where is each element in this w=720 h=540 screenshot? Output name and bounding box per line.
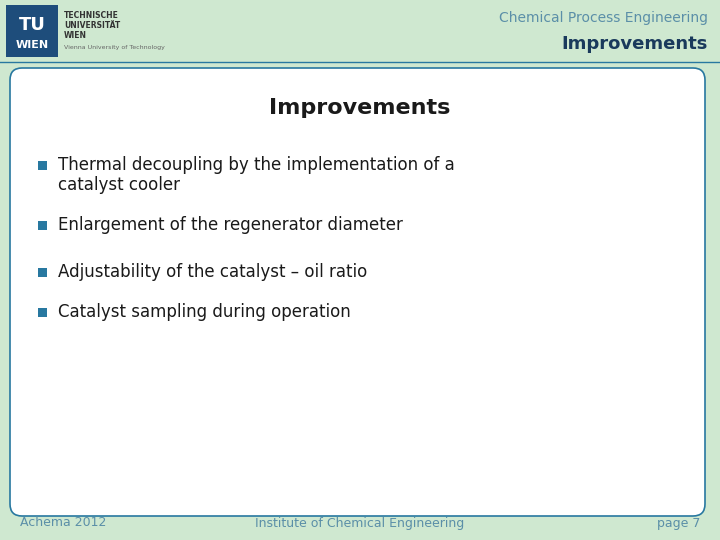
Text: Improvements: Improvements	[269, 98, 451, 118]
Text: WIEN: WIEN	[64, 31, 87, 40]
Text: TECHNISCHE: TECHNISCHE	[64, 11, 119, 21]
Bar	[38, 268, 47, 277]
Text: Vienna University of Technology: Vienna University of Technology	[64, 44, 165, 50]
Text: WIEN: WIEN	[15, 40, 48, 50]
Text: Adjustability of the catalyst – oil ratio: Adjustability of the catalyst – oil rati…	[58, 263, 367, 281]
Bar	[0, 506, 720, 540]
Text: Thermal decoupling by the implementation of a: Thermal decoupling by the implementation…	[58, 156, 455, 174]
Text: page 7: page 7	[657, 516, 700, 530]
Text: TU: TU	[19, 16, 45, 34]
Text: Achema 2012: Achema 2012	[20, 516, 107, 530]
Text: Enlargement of the regenerator diameter: Enlargement of the regenerator diameter	[58, 216, 403, 234]
Bar	[38, 161, 47, 170]
Bar	[38, 308, 47, 317]
Bar	[38, 221, 47, 230]
Text: UNIVERSITÄT: UNIVERSITÄT	[64, 22, 120, 30]
Bar	[0, 0, 720, 62]
Text: Institute of Chemical Engineering: Institute of Chemical Engineering	[256, 516, 464, 530]
Text: Chemical Process Engineering: Chemical Process Engineering	[499, 11, 708, 25]
Text: catalyst cooler: catalyst cooler	[58, 176, 180, 194]
FancyBboxPatch shape	[10, 68, 705, 516]
Text: Catalyst sampling during operation: Catalyst sampling during operation	[58, 303, 351, 321]
Text: Improvements: Improvements	[562, 35, 708, 53]
Bar	[6, 5, 58, 57]
